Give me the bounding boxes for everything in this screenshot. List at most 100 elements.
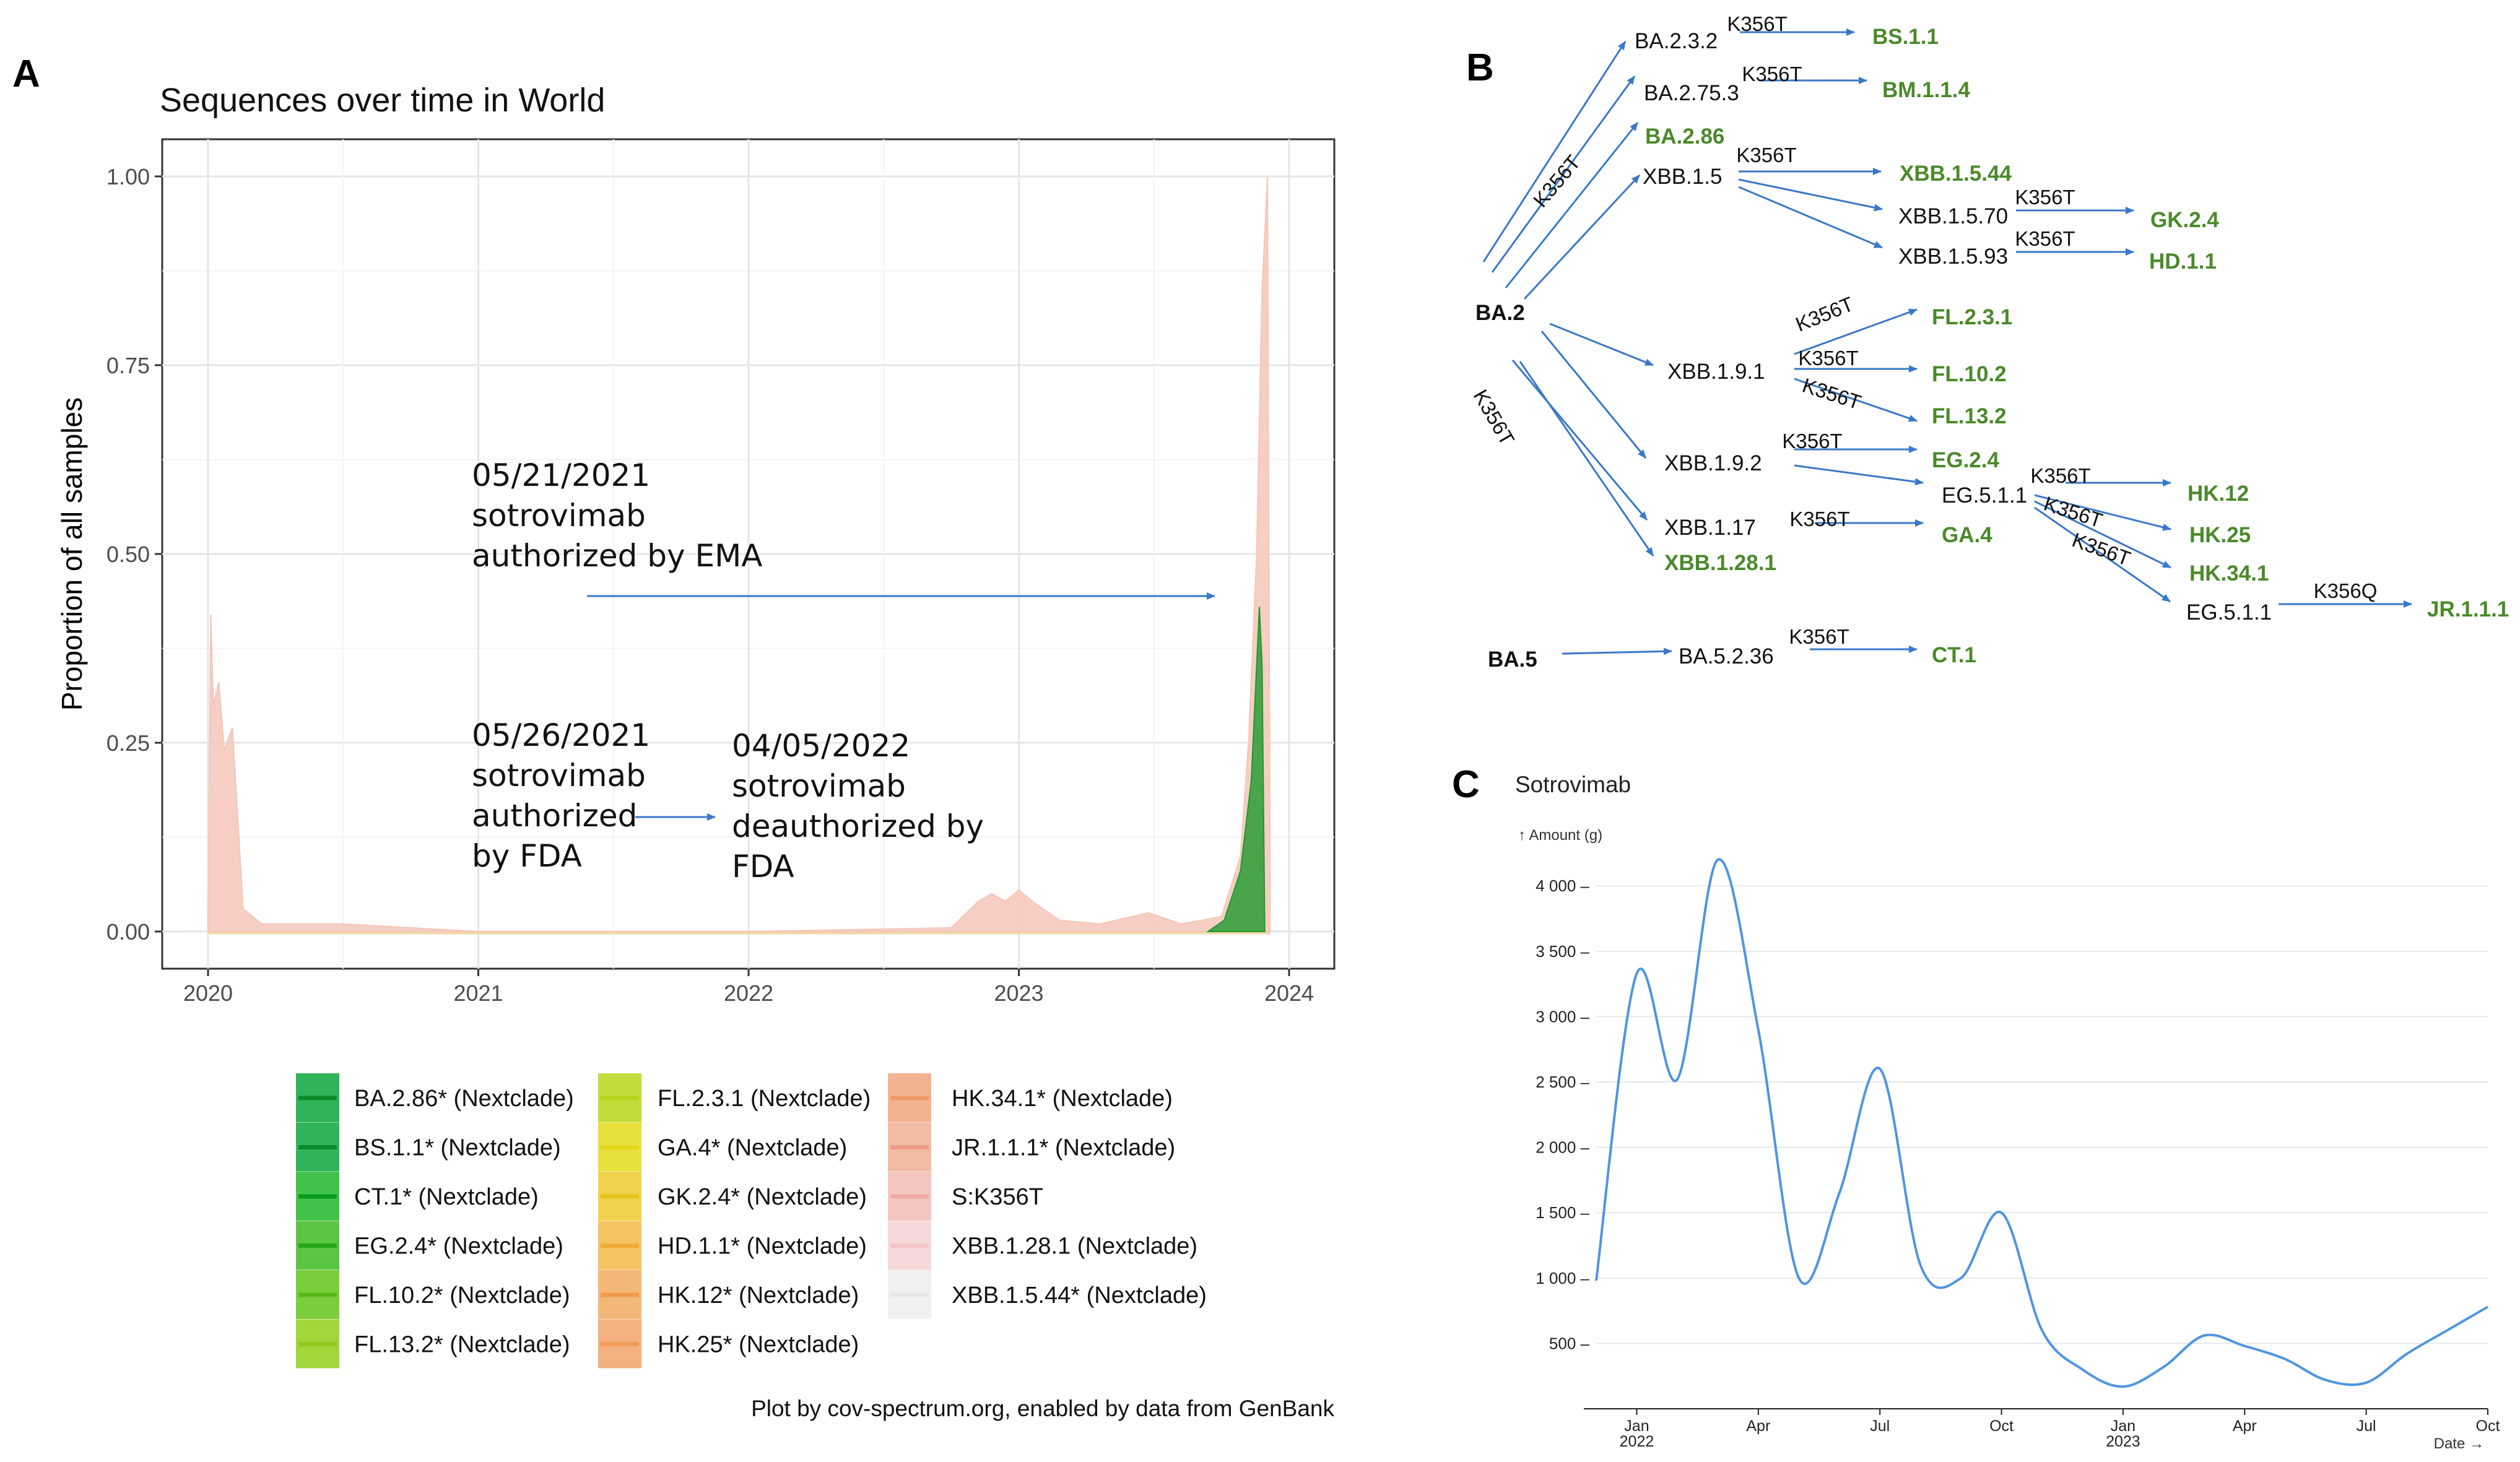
legend-label: S:K356T <box>952 1184 1043 1210</box>
lineage-edge <box>1562 647 1672 655</box>
mutation-label-k356t: K356T <box>1742 63 1802 85</box>
chart-c-x-tick-year: 2022 <box>1620 1433 1654 1450</box>
lineage-edge <box>2034 500 2171 569</box>
chart-a-x-axis: 2020 2021 2022 2023 2024 <box>183 969 1314 1006</box>
legend-label: HK.12* (Nextclade) <box>658 1282 859 1308</box>
chart-a-y-tick-label: 0.00 <box>106 919 150 945</box>
annotation-fda-deauth: 04/05/2022 sotrovimab deauthorized by FD… <box>732 728 984 885</box>
legend-label: EG.2.4* (Nextclade) <box>354 1234 563 1260</box>
legend-label: XBB.1.5.44* (Nextclade) <box>952 1282 1207 1308</box>
chart-a-series-0 <box>207 176 1271 932</box>
chart-c-x-tick-label: Apr <box>1746 1417 1770 1435</box>
lineage-node-ba5: BA.5 <box>1488 647 1537 672</box>
annotation-ema-line-1: 05/21/2021 <box>472 457 650 493</box>
mutation-label-k356q: K356Q <box>2314 579 2378 602</box>
lineage-node-fl132: FL.13.2 <box>1932 404 2007 428</box>
mutation-label-k356t: K356T <box>2015 227 2075 250</box>
chart-c-y-axis: 500 – 1 000 – 1 500 – 2 000 – 2 500 – 3 000 –… <box>1536 876 1589 1352</box>
panel-a: A Sequences over time in World 0.00 0.25 0… <box>12 53 1336 1421</box>
lineage-node-xbb1281: XBB.1.28.1 <box>1664 551 1776 575</box>
annotation-fda-deauth-line-3: deauthorized by <box>732 808 984 844</box>
lineage-edge <box>1794 308 1918 355</box>
lineage-node-ba286: BA.2.86 <box>1645 124 1724 149</box>
chart-a-y-tick-label: 0.25 <box>106 730 150 756</box>
mutation-label-k356t: K356T <box>1798 347 1858 370</box>
chart-c-y-tick-label: 1 000 – <box>1536 1269 1589 1287</box>
lineage-node-ba2753: BA.2.75.3 <box>1644 81 1739 105</box>
chart-c-x-tick-label: Apr <box>2233 1417 2257 1435</box>
chart-a-title: Sequences over time in World <box>160 82 605 119</box>
lineage-node-fl231: FL.2.3.1 <box>1932 305 2012 329</box>
legend-label: CT.1* (Nextclade) <box>354 1184 539 1210</box>
legend-label: HK.25* (Nextclade) <box>658 1332 859 1358</box>
legend-label: HK.34.1* (Nextclade) <box>952 1086 1173 1112</box>
lineage-node-ba2: BA.2 <box>1475 301 1525 325</box>
annotation-ema-line-2: sotrovimab <box>472 498 646 534</box>
chart-c-gridlines <box>1596 885 2488 1344</box>
mutation-label-k356t: K356T <box>1789 508 1849 530</box>
lineage-edge <box>1523 174 1641 300</box>
lineage-node-xbb192: XBB.1.9.2 <box>1664 451 1762 475</box>
chart-c-y-tick-label: 3 000 – <box>1536 1007 1589 1026</box>
lineage-node-eg511b: EG.5.1.1 <box>2186 600 2272 625</box>
legend-label: BS.1.1* (Nextclade) <box>354 1135 561 1161</box>
lineage-edge <box>1549 322 1654 366</box>
chart-c-x-tick-label: Jul <box>2357 1417 2376 1435</box>
lineage-node-ba232: BA.2.3.2 <box>1635 29 1718 53</box>
chart-c-x-tick-label: Oct <box>2476 1417 2500 1435</box>
panel-a-letter: A <box>12 53 40 95</box>
legend-label: FL.2.3.1 (Nextclade) <box>658 1086 871 1112</box>
mutation-label-k356t: K356T <box>1469 386 1519 449</box>
mutation-label-k356t: K356T <box>1782 430 1842 452</box>
legend-label: JR.1.1.1* (Nextclade) <box>952 1135 1175 1161</box>
panel-c: C Sotrovimab ↑ Amount (g) 500 – 1 000 – 1 … <box>1452 763 2500 1452</box>
lineage-nodes: BA.2 BA.5 BA.2.3.2 BS.1.1 BA.2.75.3 BM.1.1.4 B… <box>1475 25 2509 672</box>
chart-c-y-axis-label: ↑ Amount (g) <box>1518 827 1602 844</box>
chart-c-y-tick-label: 2 500 – <box>1536 1073 1589 1091</box>
lineage-node-bs11: BS.1.1 <box>1872 25 1939 49</box>
lineage-node-gk24: GK.2.4 <box>2150 208 2219 232</box>
chart-a-x-tick-label: 2022 <box>724 980 773 1006</box>
legend-label: XBB.1.28.1 (Nextclade) <box>952 1234 1197 1260</box>
lineage-edge <box>1505 122 1639 288</box>
chart-a-x-tick-label: 2024 <box>1264 980 1314 1006</box>
mutation-label-k356t: K356T <box>1789 625 1849 648</box>
chart-a-series-1 <box>1206 607 1266 932</box>
annotation-fda-auth: 05/26/2021 sotrovimab authorized by FDA <box>472 717 716 874</box>
panel-b-letter: B <box>1466 46 1494 89</box>
chart-c-series-line <box>1595 858 2489 1388</box>
legend-label: HD.1.1* (Nextclade) <box>658 1234 867 1260</box>
lineage-edge <box>2034 506 2171 603</box>
lineage-node-xbb117: XBB.1.17 <box>1664 516 1756 540</box>
chart-c-x-tick-label: Jan <box>1624 1417 1649 1435</box>
lineage-edge <box>1491 76 1636 273</box>
chart-c-title: Sotrovimab <box>1515 772 1631 797</box>
legend-label: GK.2.4* (Nextclade) <box>658 1184 867 1210</box>
chart-a-legend: BA.2.86* (Nextclade) BS.1.1* (Nextclade) C… <box>296 1073 1207 1369</box>
annotation-fda-deauth-line-1: 04/05/2022 <box>732 728 910 764</box>
lineage-node-hk341: HK.34.1 <box>2189 561 2269 586</box>
legend-label: FL.10.2* (Nextclade) <box>354 1282 570 1308</box>
lineage-node-eg511: EG.5.1.1 <box>1942 483 2027 508</box>
mutation-label-k356t: K356T <box>1792 292 1857 336</box>
legend-label: BA.2.86* (Nextclade) <box>354 1086 574 1112</box>
chart-a-x-tick-label: 2020 <box>183 980 233 1006</box>
lineage-node-xbb1544: XBB.1.5.44 <box>1900 162 2012 186</box>
lineage-mutation-labels: K356T K356T K356T K356T K356T K356T K356T K356T… <box>1469 12 2378 648</box>
mutation-label-k356t: K356T <box>2041 491 2106 532</box>
lineage-node-jr111: JR.1.1.1 <box>2427 597 2509 621</box>
chart-c-y-tick-label: 4 000 – <box>1536 876 1589 895</box>
lineage-node-hk12: HK.12 <box>2188 482 2249 506</box>
annotation-fda-auth-line-1: 05/26/2021 <box>472 717 650 753</box>
lineage-edge <box>1482 41 1627 262</box>
chart-c-y-tick-label: 2 000 – <box>1536 1138 1589 1157</box>
lineage-node-xbb1593: XBB.1.5.93 <box>1898 244 2008 269</box>
lineage-node-ct1: CT.1 <box>1932 643 1976 667</box>
annotation-ema: 05/21/2021 sotrovimab authorized by EMA <box>472 457 1215 600</box>
chart-c-x-tick-label: Oct <box>1989 1417 2014 1435</box>
lineage-node-xbb191: XBB.1.9.1 <box>1667 360 1765 384</box>
chart-a-x-tick-label: 2023 <box>994 980 1043 1006</box>
annotation-fda-auth-line-2: sotrovimab <box>472 758 646 794</box>
mutation-label-k356t: K356T <box>1727 12 1787 35</box>
